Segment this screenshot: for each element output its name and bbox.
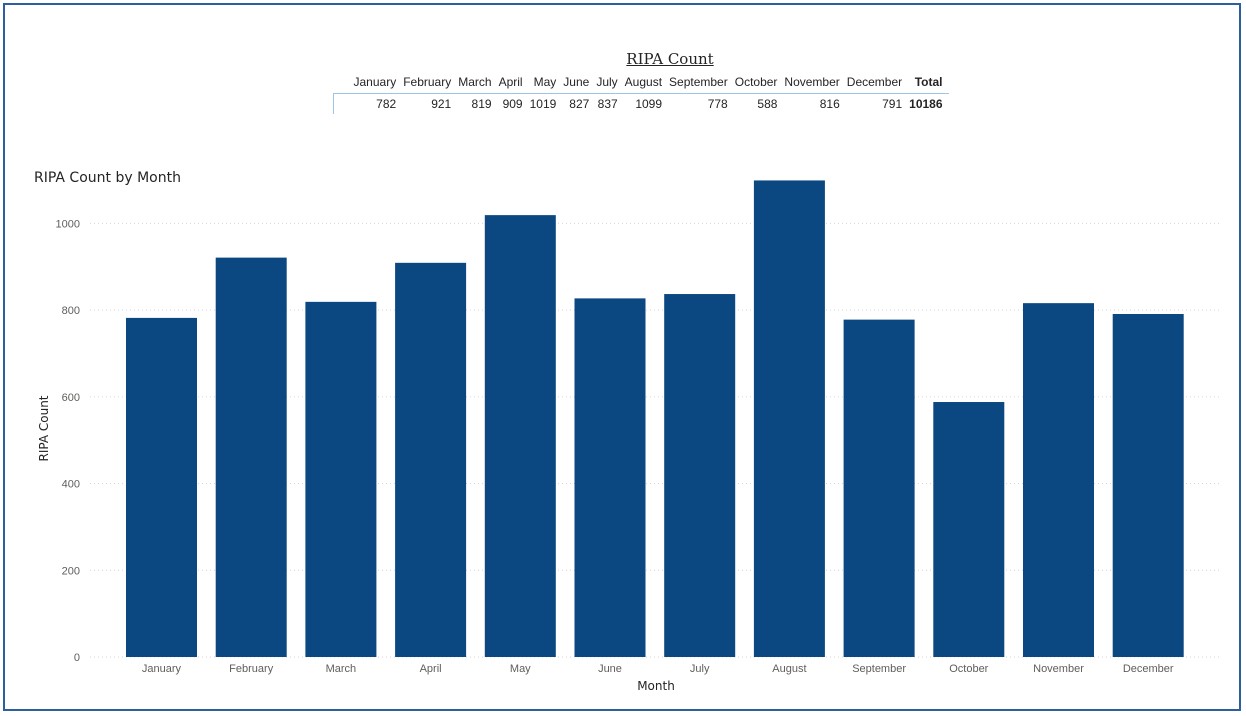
header-december[interactable]: December bbox=[843, 73, 906, 94]
cell-november: 816 bbox=[819, 97, 840, 111]
cell-july: 837 bbox=[597, 97, 618, 111]
x-tick-label: February bbox=[229, 663, 274, 675]
x-axis-title: Month bbox=[637, 679, 675, 693]
header-april[interactable]: April bbox=[495, 73, 527, 94]
table-header-row: January February March April May June Ju… bbox=[333, 73, 949, 94]
cell-october: 588 bbox=[757, 97, 778, 111]
header-september[interactable]: September bbox=[665, 73, 732, 94]
header-november[interactable]: November bbox=[780, 73, 844, 94]
cell-may: 1019 bbox=[529, 97, 557, 111]
bar-march[interactable] bbox=[305, 301, 377, 657]
bar-june[interactable] bbox=[574, 298, 646, 657]
cell-january: 782 bbox=[332, 93, 400, 114]
x-tick-label: January bbox=[142, 663, 182, 675]
bar-july[interactable] bbox=[664, 294, 736, 657]
y-axis-title: RIPA Count bbox=[37, 395, 51, 461]
x-tick-label: November bbox=[1033, 663, 1084, 675]
header-total[interactable]: Total bbox=[905, 73, 949, 94]
table-title: RIPA Count bbox=[626, 50, 714, 68]
x-tick-label: June bbox=[598, 663, 622, 675]
cell-february: 921 bbox=[431, 97, 452, 111]
bar-october[interactable] bbox=[933, 402, 1005, 657]
table-row: 782 921 819 909 1019 827 837 1099 778 58… bbox=[332, 93, 949, 114]
header-may[interactable]: May bbox=[526, 73, 560, 94]
chart-title: RIPA Count by Month bbox=[34, 170, 181, 186]
bar-may[interactable] bbox=[484, 215, 556, 657]
bar-february[interactable] bbox=[215, 257, 287, 657]
x-tick-label: May bbox=[510, 663, 531, 675]
cell-april: 909 bbox=[502, 97, 523, 111]
header-july[interactable]: July bbox=[592, 73, 622, 94]
y-tick-label: 1000 bbox=[56, 218, 80, 230]
x-tick-label: March bbox=[326, 663, 357, 675]
cell-december: 791 bbox=[882, 97, 903, 111]
bar-november[interactable] bbox=[1023, 303, 1094, 657]
cell-june: 827 bbox=[569, 97, 590, 111]
bar-january[interactable] bbox=[126, 317, 197, 657]
header-august[interactable]: August bbox=[621, 73, 666, 94]
x-tick-label: April bbox=[420, 663, 442, 675]
header-march[interactable]: March bbox=[454, 73, 496, 94]
bar-april[interactable] bbox=[395, 262, 467, 657]
x-tick-label: July bbox=[690, 663, 710, 675]
y-tick-label: 600 bbox=[62, 392, 80, 404]
x-tick-label: September bbox=[852, 663, 906, 675]
header-february[interactable]: February bbox=[399, 73, 455, 94]
y-tick-label: 200 bbox=[62, 565, 80, 577]
x-tick-label: August bbox=[772, 663, 806, 675]
x-tick-label: December bbox=[1123, 663, 1174, 675]
bar-august[interactable] bbox=[753, 180, 825, 657]
y-tick-label: 800 bbox=[62, 305, 80, 317]
cell-march: 819 bbox=[471, 97, 492, 111]
cell-total: 10186 bbox=[909, 97, 943, 111]
matrix-table: January February March April May June Ju… bbox=[332, 73, 949, 114]
bar-september[interactable] bbox=[843, 319, 915, 657]
header-october[interactable]: October bbox=[731, 73, 781, 94]
header-june[interactable]: June bbox=[559, 73, 593, 94]
cell-september: 778 bbox=[707, 97, 728, 111]
bar-december[interactable] bbox=[1112, 313, 1184, 657]
y-tick-label: 0 bbox=[74, 652, 80, 664]
y-tick-label: 400 bbox=[62, 479, 80, 491]
x-tick-label: October bbox=[949, 663, 988, 675]
header-january[interactable]: January bbox=[333, 73, 400, 94]
cell-august: 1099 bbox=[635, 97, 663, 111]
